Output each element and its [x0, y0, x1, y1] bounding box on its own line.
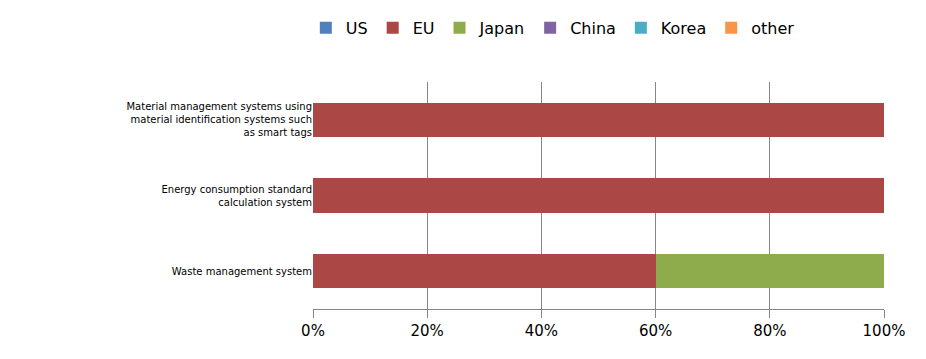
- svg-text:20%: 20%: [411, 322, 444, 340]
- svg-text:Material management systems us: Material management systems usingmateria…: [126, 101, 312, 138]
- svg-text:Korea: Korea: [661, 19, 706, 38]
- svg-text:0%: 0%: [301, 322, 325, 340]
- svg-text:EU: EU: [413, 19, 435, 38]
- svg-text:other: other: [751, 19, 794, 38]
- svg-text:Waste management system: Waste management system: [172, 266, 312, 277]
- svg-text:80%: 80%: [753, 322, 786, 340]
- svg-text:China: China: [570, 19, 616, 38]
- svg-text:Energy consumption standardcal: Energy consumption standardcalculation s…: [162, 184, 312, 208]
- svg-text:40%: 40%: [525, 322, 558, 340]
- svg-text:60%: 60%: [639, 322, 672, 340]
- svg-text:Japan: Japan: [479, 19, 525, 38]
- svg-text:US: US: [346, 19, 368, 38]
- svg-text:100%: 100%: [863, 322, 906, 340]
